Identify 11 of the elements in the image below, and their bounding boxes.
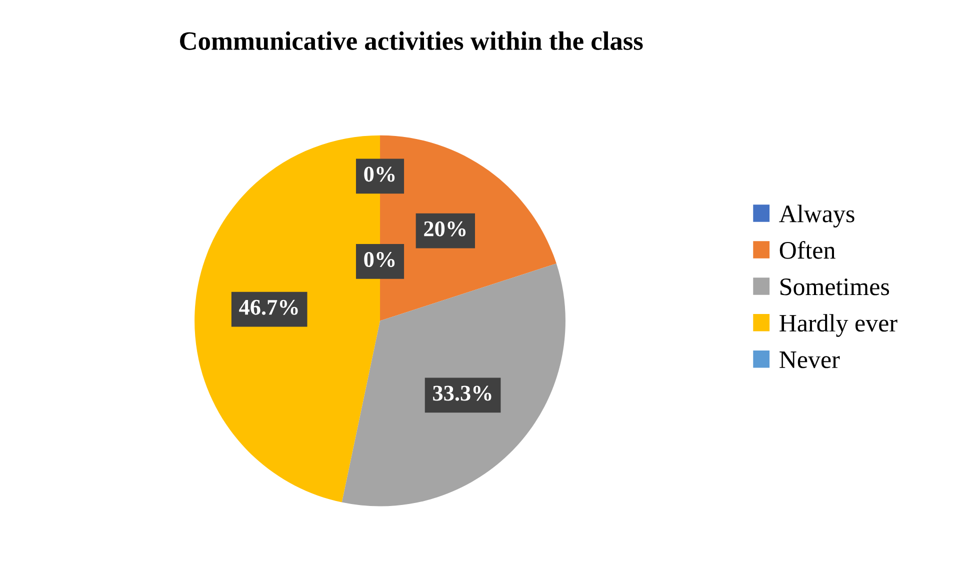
legend-label: Hardly ever (780, 314, 898, 337)
legend-label: Often (780, 240, 836, 259)
legend-label: Always (779, 204, 854, 228)
legend-label: Sometimes (780, 278, 890, 296)
legend-label: Never (780, 352, 840, 368)
data-label: 46.7% (239, 300, 298, 315)
text: 0% (364, 252, 395, 268)
text: 0% (364, 166, 395, 182)
data-label: 20% (424, 221, 466, 236)
chart-title: Communicative activities within the class (180, 31, 643, 50)
data-label: 33.3% (433, 386, 492, 401)
